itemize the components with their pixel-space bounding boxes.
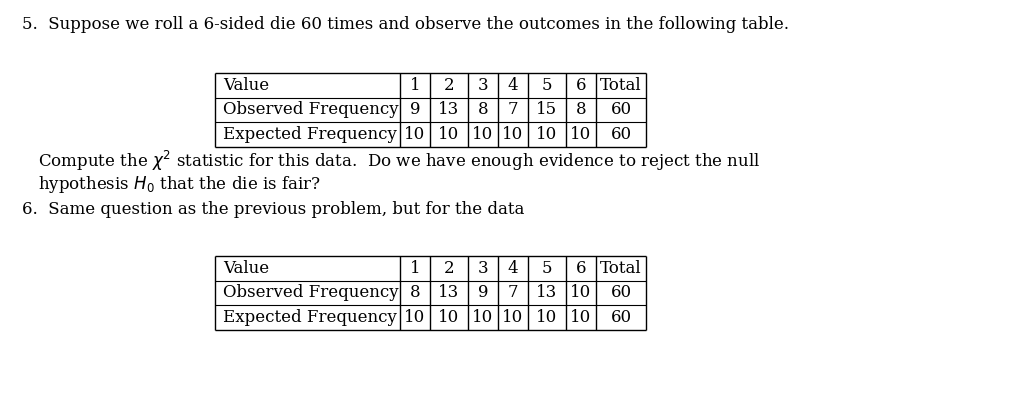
Text: 13: 13 bbox=[438, 101, 460, 118]
Text: Expected Frequency: Expected Frequency bbox=[223, 126, 397, 143]
Text: 10: 10 bbox=[473, 126, 493, 143]
Text: 10: 10 bbox=[473, 309, 493, 326]
Text: 10: 10 bbox=[503, 309, 523, 326]
Text: 6: 6 bbox=[576, 260, 586, 277]
Text: 60: 60 bbox=[610, 101, 632, 118]
Text: 10: 10 bbox=[404, 309, 426, 326]
Text: 7: 7 bbox=[508, 101, 518, 118]
Text: 2: 2 bbox=[444, 260, 454, 277]
Text: 1: 1 bbox=[409, 77, 420, 94]
Text: 10: 10 bbox=[438, 126, 460, 143]
Text: Total: Total bbox=[600, 260, 642, 277]
Text: 5.  Suppose we roll a 6-sided die 60 times and observe the outcomes in the follo: 5. Suppose we roll a 6-sided die 60 time… bbox=[22, 16, 789, 33]
Text: Value: Value bbox=[223, 260, 269, 277]
Text: Value: Value bbox=[223, 77, 269, 94]
Text: 7: 7 bbox=[508, 284, 518, 301]
Text: 5: 5 bbox=[542, 77, 552, 94]
Text: 10: 10 bbox=[571, 126, 591, 143]
Text: 10: 10 bbox=[404, 126, 426, 143]
Text: 10: 10 bbox=[438, 309, 460, 326]
Text: 6.  Same question as the previous problem, but for the data: 6. Same question as the previous problem… bbox=[22, 201, 524, 218]
Text: Total: Total bbox=[600, 77, 642, 94]
Text: 60: 60 bbox=[610, 309, 632, 326]
Text: 15: 15 bbox=[537, 101, 557, 118]
Text: 8: 8 bbox=[478, 101, 488, 118]
Text: 6: 6 bbox=[576, 77, 586, 94]
Text: 10: 10 bbox=[503, 126, 523, 143]
Text: 10: 10 bbox=[571, 284, 591, 301]
Text: Expected Frequency: Expected Frequency bbox=[223, 309, 397, 326]
Text: 5: 5 bbox=[542, 260, 552, 277]
Text: 4: 4 bbox=[508, 260, 518, 277]
Text: 2: 2 bbox=[444, 77, 454, 94]
Text: 60: 60 bbox=[610, 284, 632, 301]
Text: 10: 10 bbox=[537, 126, 557, 143]
Text: 10: 10 bbox=[571, 309, 591, 326]
Text: 13: 13 bbox=[537, 284, 557, 301]
Text: Observed Frequency: Observed Frequency bbox=[223, 284, 399, 301]
Text: 60: 60 bbox=[610, 126, 632, 143]
Text: 4: 4 bbox=[508, 77, 518, 94]
Text: 1: 1 bbox=[409, 260, 420, 277]
Text: 10: 10 bbox=[537, 309, 557, 326]
Text: 9: 9 bbox=[478, 284, 488, 301]
Text: 8: 8 bbox=[409, 284, 420, 301]
Text: hypothesis $H_0$ that the die is fair?: hypothesis $H_0$ that the die is fair? bbox=[38, 174, 321, 195]
Text: Compute the $\chi^2$ statistic for this data.  Do we have enough evidence to rej: Compute the $\chi^2$ statistic for this … bbox=[38, 149, 760, 173]
Text: 8: 8 bbox=[576, 101, 586, 118]
Text: 9: 9 bbox=[409, 101, 420, 118]
Text: 3: 3 bbox=[478, 77, 488, 94]
Text: 13: 13 bbox=[438, 284, 460, 301]
Text: Observed Frequency: Observed Frequency bbox=[223, 101, 399, 118]
Text: 3: 3 bbox=[478, 260, 488, 277]
